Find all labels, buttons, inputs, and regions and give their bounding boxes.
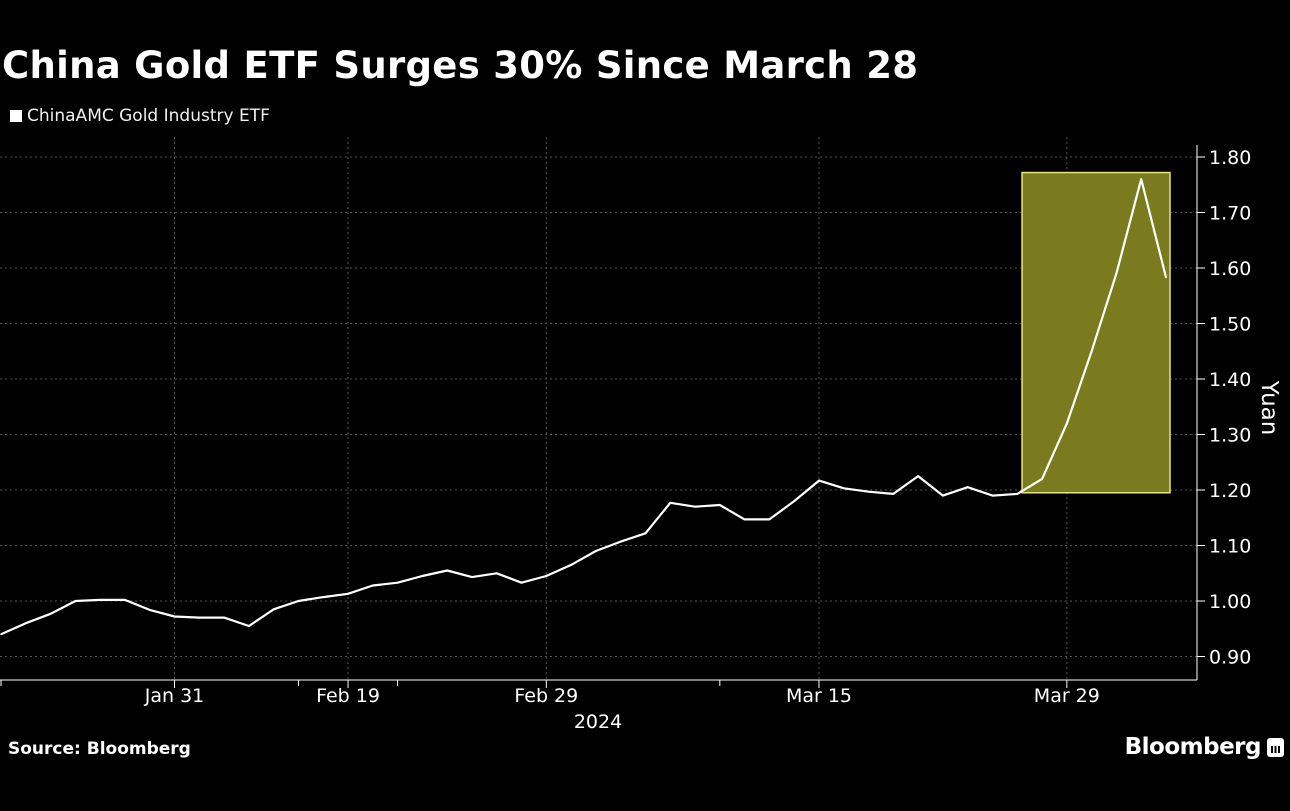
- data-point: [1016, 493, 1019, 495]
- data-point: [818, 479, 820, 482]
- data-point: [1041, 478, 1043, 480]
- data-point: [74, 600, 77, 602]
- y-tick-label: 1.30: [1209, 425, 1251, 447]
- brand-logo: Bloomberg: [1125, 734, 1284, 760]
- data-point: [644, 532, 647, 535]
- data-point: [322, 596, 325, 598]
- brand-name: Bloomberg: [1124, 734, 1262, 760]
- y-tick-label: 1.00: [1209, 591, 1251, 613]
- data-point: [223, 616, 225, 619]
- data-point: [148, 609, 151, 611]
- highlight-box: [1021, 171, 1171, 494]
- x-tick-label: Mar 29: [1034, 685, 1100, 707]
- data-point: [1090, 350, 1093, 353]
- x-tick-label: Jan 31: [144, 685, 205, 707]
- data-point: [867, 490, 870, 493]
- data-point: [570, 564, 572, 566]
- data-point: [917, 475, 919, 477]
- y-tick-label: 1.20: [1209, 480, 1251, 502]
- data-point: [372, 584, 374, 587]
- source-note: Source: Bloomberg: [8, 739, 191, 759]
- data-point: [347, 592, 349, 595]
- data-point: [942, 494, 944, 497]
- data-point: [446, 569, 448, 572]
- data-point: [991, 494, 994, 497]
- data-point: [1140, 178, 1143, 180]
- data-point: [1165, 276, 1167, 279]
- y-tick-label: 1.40: [1209, 369, 1251, 391]
- data-point: [892, 493, 895, 495]
- data-point: [719, 504, 721, 506]
- data-point: [495, 572, 498, 575]
- data-point: [619, 540, 622, 543]
- x-tick-label: Mar 15: [786, 685, 852, 707]
- y-tick-label: 1.80: [1209, 147, 1251, 169]
- chart-icon: [1267, 737, 1284, 757]
- y-tick-label: 1.50: [1209, 314, 1251, 336]
- y-tick-label: 1.70: [1209, 203, 1251, 225]
- data-point: [24, 622, 27, 624]
- y-tick-label: 1.10: [1209, 536, 1251, 558]
- data-point: [198, 616, 201, 619]
- legend-swatch: [10, 110, 22, 122]
- x-tick-label: Feb 29: [514, 685, 578, 707]
- data-point: [0, 633, 2, 636]
- data-point: [768, 518, 771, 521]
- data-point: [595, 550, 597, 552]
- data-point: [471, 576, 473, 578]
- data-point: [743, 518, 746, 521]
- legend-label: ChinaAMC Gold Industry ETF: [27, 106, 270, 126]
- data-point: [124, 599, 126, 601]
- legend: ChinaAMC Gold Industry ETF: [10, 106, 270, 126]
- data-point: [520, 581, 523, 584]
- data-point: [49, 612, 52, 615]
- y-tick-label: 1.60: [1209, 258, 1251, 280]
- data-point: [421, 575, 424, 577]
- data-point: [694, 505, 696, 508]
- data-point: [272, 608, 275, 611]
- data-point: [396, 581, 399, 584]
- data-point: [248, 625, 250, 627]
- data-point: [1066, 422, 1068, 425]
- series-line: [0, 178, 1168, 636]
- data-point: [966, 486, 969, 489]
- data-point: [669, 501, 672, 504]
- x-year-label: 2024: [574, 711, 622, 733]
- data-point: [842, 487, 845, 490]
- data-point: [545, 575, 548, 577]
- x-tick-label: Feb 19: [316, 685, 380, 707]
- data-point: [1115, 272, 1118, 275]
- data-point: [297, 600, 300, 602]
- data-point: [173, 615, 176, 618]
- data-point: [99, 599, 101, 601]
- chart-title: China Gold ETF Surges 30% Since March 28: [2, 44, 919, 87]
- y-tick-label: 0.90: [1209, 647, 1251, 669]
- data-point: [793, 500, 795, 502]
- y-axis-title: Yuan: [1256, 380, 1282, 436]
